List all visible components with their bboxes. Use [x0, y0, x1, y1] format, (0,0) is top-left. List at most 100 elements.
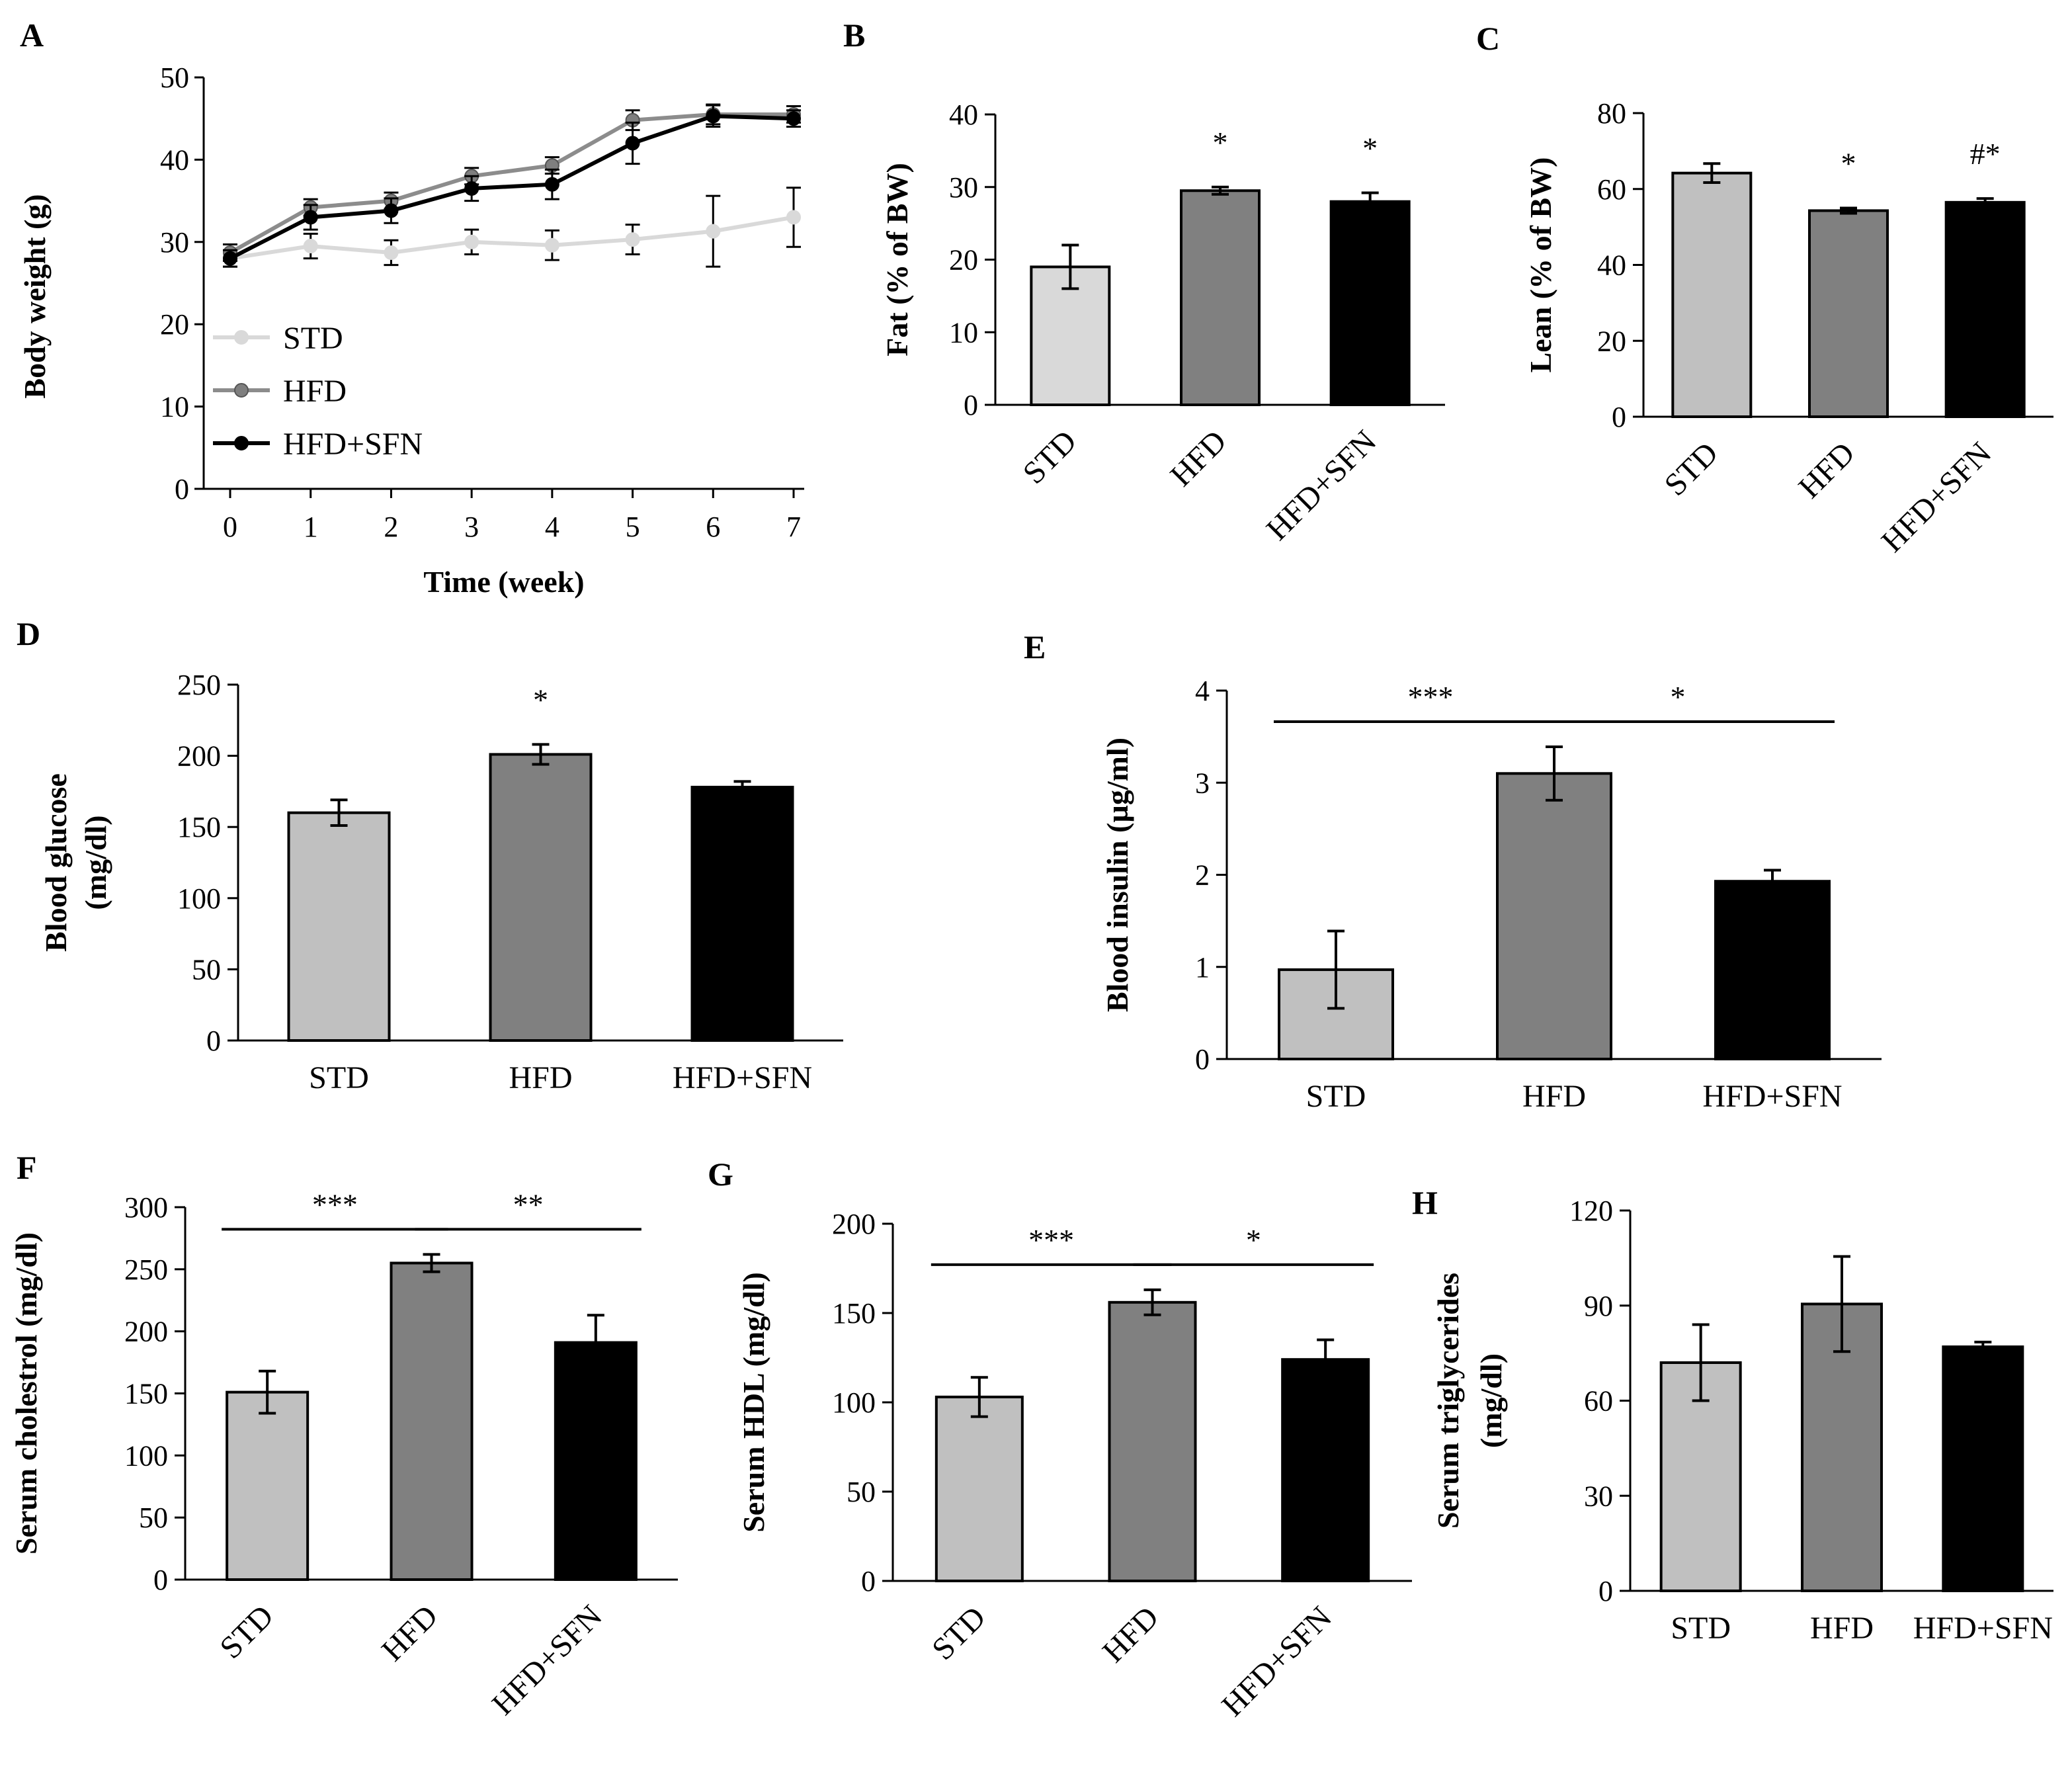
panel-d: D 0 50 100 150 200 250 Blood glucose (mg/dl) STD H… [17, 615, 843, 1095]
panel-b: B 0 10 20 30 40 Fat (% of BW) STD HFD * HFD+SFN * [843, 17, 1445, 547]
significance-mark: * [533, 683, 548, 716]
bar [489, 753, 593, 1042]
y-axis-title: Fat (% of BW) [880, 163, 914, 357]
bar [287, 811, 391, 1042]
x-tick-label: 5 [626, 511, 640, 543]
bar [1108, 1300, 1197, 1583]
category-label: HFD+SFN [1875, 435, 1999, 559]
data-point [786, 210, 801, 225]
y-tick-label: 40 [949, 99, 978, 131]
data-point [625, 136, 640, 151]
data-point [223, 251, 237, 266]
y-axis-title: Lean (% of BW) [1524, 157, 1557, 373]
category-label: STD [925, 1599, 993, 1667]
y-tick-label: 60 [1597, 173, 1626, 206]
panel-letter: D [17, 615, 40, 652]
y-tick-label: 0 [153, 1564, 168, 1596]
category-label: HFD [1792, 435, 1861, 505]
legend-label: STD [283, 321, 343, 356]
y-tick-label: 20 [949, 244, 978, 276]
category-label: STD [1016, 423, 1084, 491]
legend-label: HFD [283, 374, 347, 409]
panel-g: G 0 50 100 150 200 Serum HDL (mg/dl) STD HFD HFD+… [708, 1156, 1412, 1723]
y-tick-label: 200 [124, 1316, 168, 1348]
panel-letter: G [708, 1156, 733, 1193]
y-tick-label: 30 [160, 226, 189, 259]
y-tick-label: 200 [177, 740, 221, 773]
category-label: HFD+SFN [673, 1060, 812, 1095]
significance-label: * [1246, 1223, 1261, 1257]
category-label: HFD+SFN [1260, 423, 1384, 547]
y-tick-label: 0 [1598, 1575, 1613, 1607]
data-point [464, 181, 479, 196]
data-point [303, 239, 318, 254]
bar [1281, 1358, 1370, 1582]
bar [690, 785, 794, 1042]
significance-mark: * [1362, 132, 1378, 165]
x-tick-label: 4 [545, 511, 559, 543]
panel-f: F 0 50 100 150 200 250 300 Serum cholestrol (mg/… [9, 1149, 678, 1722]
y-tick-label: 40 [160, 144, 189, 176]
y-tick-label: 0 [206, 1025, 221, 1057]
x-tick-label: 0 [223, 511, 237, 543]
legend-label: HFD+SFN [283, 427, 423, 462]
bar [1180, 189, 1261, 406]
data-point [384, 203, 399, 218]
y-tick-label: 250 [177, 669, 221, 701]
significance-mark: * [1841, 146, 1856, 180]
panel-a: A 0 10 20 30 40 50 0 1 2 3 4 5 6 7 Time (week) Body weig… [18, 17, 804, 599]
bar [390, 1261, 474, 1581]
x-axis-title: Time (week) [423, 565, 584, 599]
significance-label: ** [513, 1187, 544, 1221]
bar [1329, 200, 1411, 406]
significance-mark: #* [1970, 137, 2001, 171]
data-point [303, 210, 318, 225]
data-point [384, 245, 399, 260]
y-axis-title: Serum HDL (mg/dl) [737, 1272, 770, 1533]
y-tick-label: 80 [1597, 97, 1626, 130]
legend-marker [234, 330, 249, 345]
bar [1496, 772, 1612, 1060]
y-tick-label: 50 [847, 1476, 876, 1508]
bar [554, 1341, 638, 1581]
bar [934, 1395, 1024, 1582]
category-label: STD [1306, 1079, 1366, 1114]
y-tick-label: 40 [1597, 249, 1626, 282]
x-tick-label: 6 [706, 511, 720, 543]
x-tick-label: 1 [304, 511, 318, 543]
y-tick-label: 150 [124, 1378, 168, 1410]
y-tick-label: 0 [861, 1565, 876, 1597]
series-line [229, 114, 794, 261]
y-tick-label: 50 [160, 62, 189, 94]
y-tick-label: 100 [177, 882, 221, 915]
y-axis-title: Blood insulin (µg/ml) [1100, 738, 1134, 1012]
y-tick-label: 50 [192, 953, 221, 986]
category-label: HFD [1163, 423, 1233, 493]
y-tick-label: 60 [1584, 1385, 1613, 1418]
significance-label: *** [1028, 1223, 1074, 1257]
y-axis-title: Blood glucose [39, 773, 73, 952]
data-point [625, 232, 640, 247]
bar [1714, 880, 1831, 1061]
y-tick-label: 0 [1612, 401, 1626, 433]
y-tick-label: 0 [175, 473, 189, 505]
y-tick-label: 300 [124, 1191, 168, 1224]
panel-letter: E [1024, 628, 1046, 665]
x-tick-label: 7 [786, 511, 801, 543]
y-tick-label: 250 [124, 1253, 168, 1286]
y-tick-label: 30 [949, 171, 978, 204]
y-tick-label: 0 [964, 389, 978, 421]
y-tick-label: 100 [124, 1439, 168, 1472]
panel-letter: B [843, 17, 865, 54]
y-axis-title: Body weight (g) [18, 194, 52, 398]
legend-marker [234, 436, 249, 450]
category-label: HFD [375, 1598, 444, 1668]
significance-label: *** [1408, 680, 1454, 714]
category-label: STD [309, 1060, 369, 1095]
panel-letter: A [20, 17, 44, 54]
data-point [464, 234, 479, 249]
series-hfd-sfn [223, 104, 801, 268]
y-axis-title-unit: (mg/dl) [1474, 1353, 1508, 1448]
category-label: HFD+SFN [1913, 1611, 2053, 1646]
panel-letter: C [1476, 20, 1500, 57]
